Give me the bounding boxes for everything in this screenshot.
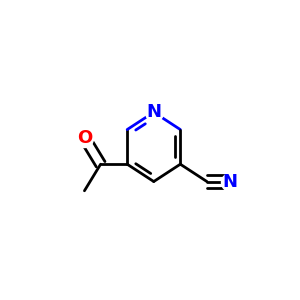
Text: N: N	[146, 103, 161, 121]
Text: N: N	[223, 172, 238, 190]
Text: O: O	[77, 129, 92, 147]
